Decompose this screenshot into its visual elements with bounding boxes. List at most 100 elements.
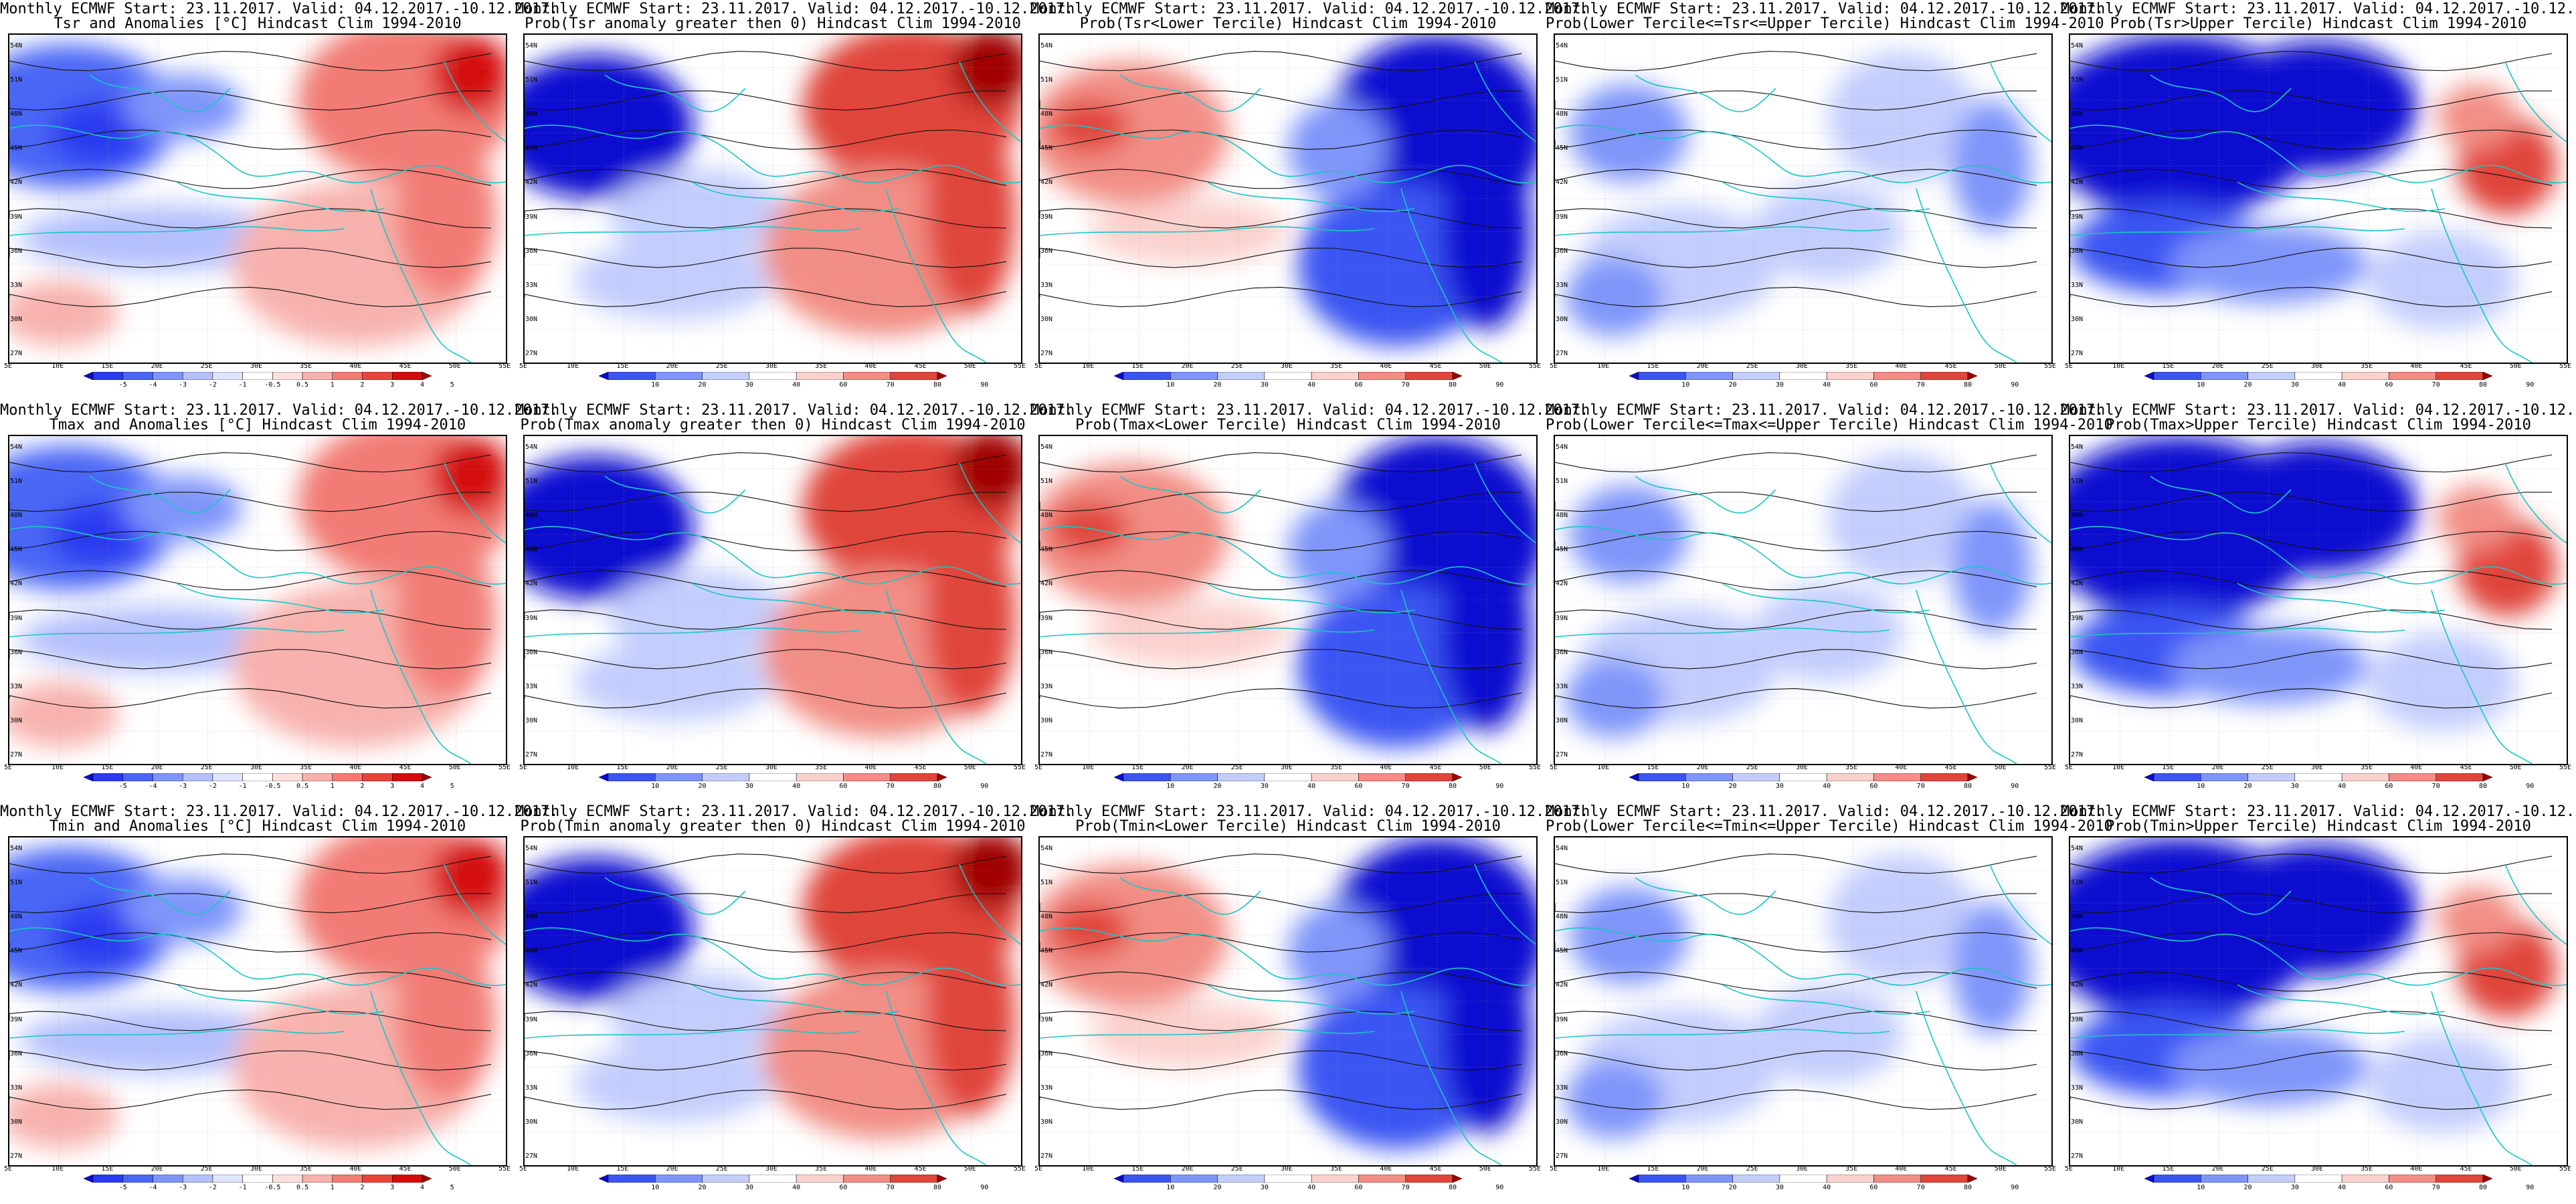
- lon-tick-label: 55E: [1528, 363, 1542, 370]
- lat-tick-label: 45N: [2071, 144, 2084, 153]
- lon-tick-label: 15E: [2162, 764, 2175, 771]
- lon-tick-label: 40E: [1380, 1165, 1392, 1173]
- lon-tick-label: 10E: [567, 363, 579, 370]
- colorbar-label: 2: [360, 1184, 365, 1191]
- panel-title: Tsr and Anomalies [°C] Hindcast Clim 199…: [54, 15, 462, 32]
- colorbar-label: 20: [698, 1184, 707, 1191]
- colorbar-label: 10: [2197, 783, 2205, 790]
- colorbar-label: 40: [1307, 381, 1316, 389]
- lat-tick-label: 27N: [1040, 751, 1053, 759]
- map-frame: 54N 51N 48N 45N 42N 39N 36N 33N 30N 27N: [1554, 435, 2053, 765]
- colorbar-label: 10: [651, 1184, 660, 1191]
- lat-tick-label: 39N: [525, 213, 538, 221]
- colorbar-label: 80: [933, 381, 942, 389]
- colorbar-label: -1: [238, 381, 247, 389]
- lat-tick-label: 39N: [1556, 614, 1568, 622]
- lon-tick-label: 45E: [2460, 363, 2472, 370]
- map-field: [1555, 436, 2051, 764]
- lon-tick-label: 30E: [250, 363, 263, 370]
- lon-tick-label: 5E: [3, 363, 13, 370]
- colorbar-label: 20: [698, 783, 707, 790]
- colorbar-label: 30: [1775, 381, 1784, 389]
- colorbar-label: -4: [149, 381, 157, 389]
- lon-tick-label: 25E: [1746, 1165, 1758, 1173]
- lon-tick-label: 10E: [52, 363, 64, 370]
- colorbar: [599, 1175, 947, 1183]
- lat-tick-label: 42N: [525, 981, 538, 989]
- lon-tick-label: 45E: [1429, 764, 1442, 771]
- lon-tick-label: 5E: [1034, 363, 1043, 370]
- map-field: [1555, 35, 2051, 363]
- lon-tick-label: 55E: [1013, 764, 1026, 771]
- lat-tick-label: 45N: [10, 947, 23, 955]
- lon-tick-label: 35E: [1845, 363, 1858, 370]
- lon-tick-label: 30E: [1795, 363, 1809, 370]
- lat-tick-label: 54N: [525, 845, 538, 852]
- lon-tick-label: 5E: [2064, 1165, 2074, 1173]
- lat-tick-label: 51N: [1556, 76, 1568, 84]
- lat-tick-label: 51N: [525, 478, 538, 486]
- lat-tick-label: 33N: [1040, 682, 1053, 690]
- panel-title: Prob(Tmax>Upper Tercile) Hindcast Clim 1…: [2106, 417, 2531, 433]
- colorbar-label: -3: [179, 381, 187, 389]
- map-panel: Monthly ECMWF Start: 23.11.2017. Valid: …: [2061, 0, 2576, 401]
- lat-tick-label: 42N: [1556, 981, 1568, 989]
- lon-tick-label: 30E: [1280, 363, 1293, 370]
- colorbar-label: -4: [149, 1184, 157, 1191]
- panel-title: Prob(Tmin anomaly greater then 0) Hindca…: [520, 818, 1026, 835]
- colorbar-label: -5: [118, 381, 127, 389]
- colorbar: [1114, 372, 1462, 380]
- lon-tick-label: 40E: [864, 764, 877, 771]
- colorbar-label: 60: [2385, 1184, 2393, 1191]
- colorbar: [1629, 1175, 1977, 1183]
- lon-tick-label: 15E: [1647, 363, 1659, 370]
- colorbar-swatches: [84, 1175, 432, 1183]
- lat-tick-label: 36N: [1040, 247, 1053, 255]
- lat-tick-label: 42N: [1040, 179, 1053, 187]
- lon-tick-label: 30E: [1280, 764, 1293, 771]
- lat-tick-label: 39N: [2071, 614, 2084, 622]
- lat-tick-label: 30N: [2071, 716, 2084, 724]
- colorbar-label: 10: [1681, 783, 1690, 790]
- lat-tick-label: 39N: [2071, 213, 2084, 221]
- colorbar-label: 10: [1166, 381, 1175, 389]
- lon-tick-label: 5E: [2064, 363, 2074, 370]
- lat-tick-label: 27N: [1040, 1152, 1053, 1160]
- lon-tick-label: 55E: [2559, 764, 2572, 771]
- lat-tick-label: 30N: [1040, 716, 1053, 724]
- lat-tick-label: 27N: [2071, 1152, 2084, 1160]
- lon-tick-label: 55E: [498, 1165, 511, 1173]
- lat-tick-label: 33N: [525, 682, 538, 690]
- lat-tick-label: 48N: [2071, 913, 2084, 921]
- colorbar-label: 40: [1823, 783, 1831, 790]
- lon-tick-label: 15E: [2162, 1165, 2175, 1173]
- map-panel: Monthly ECMWF Start: 23.11.2017. Valid: …: [1030, 803, 1588, 1204]
- lat-tick-label: 42N: [1040, 981, 1053, 989]
- colorbar-label: 70: [1401, 783, 1410, 790]
- colorbar-label: 40: [792, 783, 801, 790]
- lon-tick-label: 15E: [1131, 363, 1144, 370]
- lat-tick-label: 54N: [1556, 845, 1568, 852]
- lat-tick-label: 30N: [2071, 315, 2084, 323]
- lat-tick-label: 27N: [2071, 751, 2084, 759]
- lat-tick-label: 42N: [10, 580, 23, 588]
- lon-tick-label: 30E: [250, 1165, 263, 1173]
- colorbar-label: 90: [2011, 381, 2019, 389]
- panel-header: Monthly ECMWF Start: 23.11.2017. Valid: …: [2061, 803, 2576, 820]
- lat-tick-label: 33N: [525, 281, 538, 289]
- lon-tick-label: 35E: [815, 363, 828, 370]
- lat-tick-label: 27N: [10, 1152, 23, 1160]
- panel-title: Tmax and Anomalies [°C] Hindcast Clim 19…: [49, 417, 466, 433]
- map-frame: 54N 51N 48N 45N 42N 39N 36N 33N 30N 27N: [2069, 435, 2568, 765]
- lat-tick-label: 36N: [1040, 1049, 1053, 1058]
- colorbar-label: 70: [1401, 1184, 1410, 1191]
- lat-tick-label: 51N: [1556, 478, 1568, 486]
- colorbar-swatches: [1114, 773, 1462, 781]
- map-field: [1040, 436, 1536, 764]
- lon-tick-label: 20E: [666, 1165, 678, 1173]
- map-field: [9, 837, 506, 1165]
- lat-tick-label: 27N: [1556, 350, 1568, 357]
- lat-tick-label: 36N: [10, 247, 23, 255]
- lon-tick-label: 25E: [2261, 1165, 2274, 1173]
- lon-tick-label: 40E: [864, 363, 877, 370]
